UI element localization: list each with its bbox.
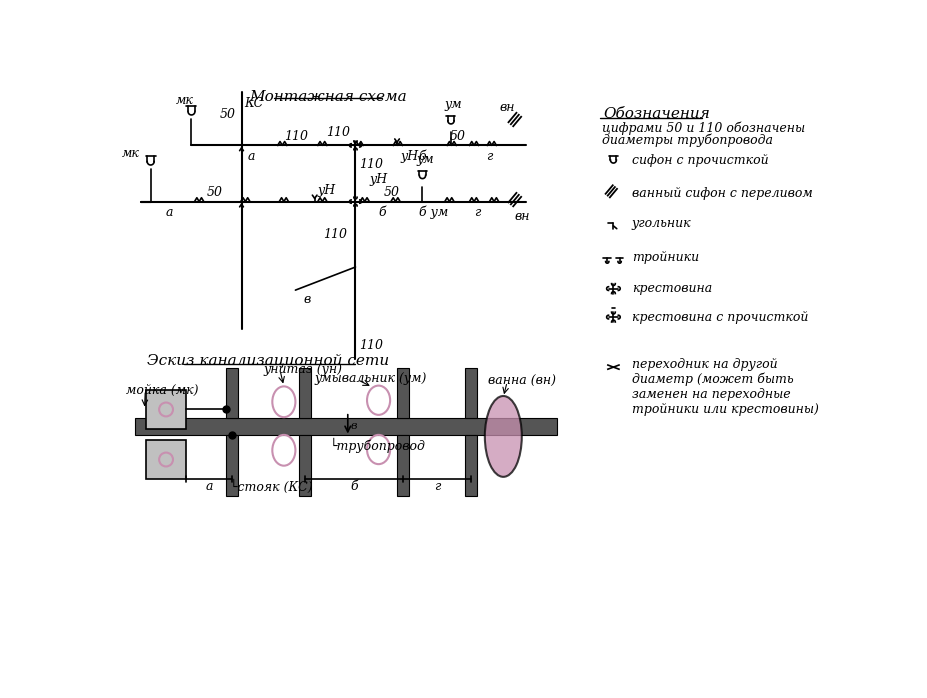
- Text: б ум: б ум: [418, 206, 448, 219]
- Bar: [397, 435, 409, 496]
- Text: уH: уH: [400, 150, 418, 163]
- Text: г: г: [486, 149, 492, 163]
- Text: мойка (мк): мойка (мк): [126, 384, 198, 396]
- Text: мк: мк: [176, 94, 194, 107]
- Text: умывальник (ум): умывальник (ум): [314, 372, 426, 385]
- Text: ванна (вн): ванна (вн): [488, 375, 555, 387]
- Bar: [226, 368, 238, 418]
- Text: 50: 50: [220, 108, 235, 121]
- Text: в: в: [303, 293, 310, 306]
- Text: тройники: тройники: [631, 251, 698, 265]
- Text: угольник: угольник: [631, 216, 691, 230]
- Bar: [146, 390, 186, 429]
- Ellipse shape: [484, 396, 521, 477]
- Text: ум: ум: [444, 98, 462, 111]
- Text: вн: вн: [499, 101, 514, 114]
- Bar: [464, 435, 476, 496]
- Bar: [226, 435, 238, 496]
- Text: 110: 110: [326, 126, 349, 139]
- Text: КС: КС: [245, 97, 263, 110]
- Text: 50: 50: [449, 130, 465, 142]
- Text: Обозначения: Обозначения: [603, 107, 709, 121]
- Text: в: в: [350, 422, 357, 431]
- Text: 50: 50: [207, 186, 222, 199]
- Text: а: а: [166, 206, 173, 219]
- Text: цифрами 50 и 110 обозначены: цифрами 50 и 110 обозначены: [602, 121, 804, 135]
- Text: а: а: [248, 149, 255, 163]
- Bar: [464, 368, 476, 418]
- Text: мк: мк: [122, 147, 140, 160]
- Text: б: б: [378, 206, 386, 219]
- Text: └стояк (КС): └стояк (КС): [230, 480, 312, 493]
- Text: ванный сифон с переливом: ванный сифон с переливом: [631, 186, 812, 200]
- Text: б: б: [349, 480, 358, 493]
- Text: 110: 110: [284, 130, 308, 142]
- Text: 110: 110: [359, 339, 383, 352]
- Bar: [298, 435, 311, 496]
- Text: 110: 110: [323, 228, 347, 241]
- Text: переходник на другой
диаметр (может быть
заменен на переходные
тройники или крес: переходник на другой диаметр (может быть…: [631, 358, 818, 417]
- Text: б: б: [418, 149, 425, 163]
- Text: г: г: [474, 206, 480, 219]
- Text: Монтажная схема: Монтажная схема: [248, 90, 406, 104]
- Text: крестовина: крестовина: [631, 282, 711, 295]
- Text: диаметры трубопровода: диаметры трубопровода: [602, 134, 772, 147]
- Text: 50: 50: [384, 186, 400, 199]
- Text: уH: уH: [369, 173, 387, 186]
- Text: Эскиз канализационной сети: Эскиз канализационной сети: [147, 353, 389, 367]
- Text: уH: уH: [317, 184, 336, 198]
- Bar: [397, 368, 409, 418]
- Bar: [146, 440, 186, 479]
- Text: вн: вн: [514, 211, 530, 223]
- Text: а: а: [205, 480, 212, 493]
- Bar: [135, 418, 556, 435]
- Text: сифон с прочисткой: сифон с прочисткой: [631, 154, 768, 168]
- Text: г: г: [434, 480, 439, 493]
- Text: ум: ум: [416, 153, 434, 165]
- Text: крестовина с прочисткой: крестовина с прочисткой: [631, 311, 807, 324]
- Text: 110: 110: [359, 158, 383, 171]
- Text: унитаз (ун): унитаз (ун): [262, 363, 342, 376]
- Text: └трубопровод: └трубопровод: [330, 438, 425, 453]
- Bar: [298, 368, 311, 418]
